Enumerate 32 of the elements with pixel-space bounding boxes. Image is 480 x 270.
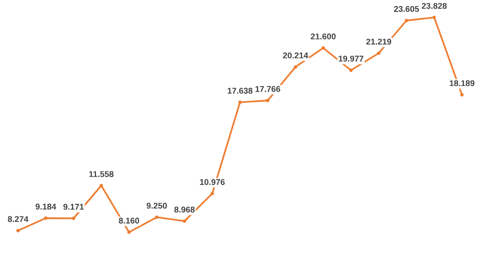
data-label: 21.600 bbox=[310, 33, 336, 40]
point bbox=[322, 46, 325, 50]
point bbox=[16, 228, 20, 232]
point bbox=[127, 230, 131, 234]
point bbox=[266, 98, 270, 102]
point bbox=[376, 51, 380, 55]
point bbox=[432, 16, 436, 20]
data-label: 20.214 bbox=[283, 52, 308, 58]
data-label: 10.976 bbox=[200, 179, 225, 185]
point bbox=[210, 192, 214, 196]
point bbox=[238, 100, 242, 104]
point bbox=[44, 216, 48, 220]
data-label: 8.160 bbox=[118, 218, 140, 224]
data-label: 17.766 bbox=[256, 86, 280, 92]
point bbox=[182, 219, 186, 223]
data-label: 23.828 bbox=[422, 2, 447, 9]
point bbox=[72, 216, 76, 220]
data-label: 9.184 bbox=[36, 204, 56, 210]
data-label: 9.250 bbox=[146, 202, 167, 209]
point bbox=[460, 92, 464, 96]
point bbox=[349, 68, 353, 72]
data-label: 21.219 bbox=[366, 38, 392, 45]
data-label: 17.638 bbox=[228, 88, 252, 94]
data-label: 23.605 bbox=[394, 6, 419, 12]
point bbox=[100, 184, 104, 188]
data-label: 11.558 bbox=[89, 171, 114, 178]
data-label: 18.189 bbox=[450, 80, 474, 86]
data-label: 9.171 bbox=[63, 204, 84, 210]
point bbox=[155, 215, 158, 219]
data-label: 19.977 bbox=[338, 56, 364, 62]
data-label: 8.274 bbox=[8, 216, 28, 222]
data-label: 8.968 bbox=[174, 206, 195, 213]
